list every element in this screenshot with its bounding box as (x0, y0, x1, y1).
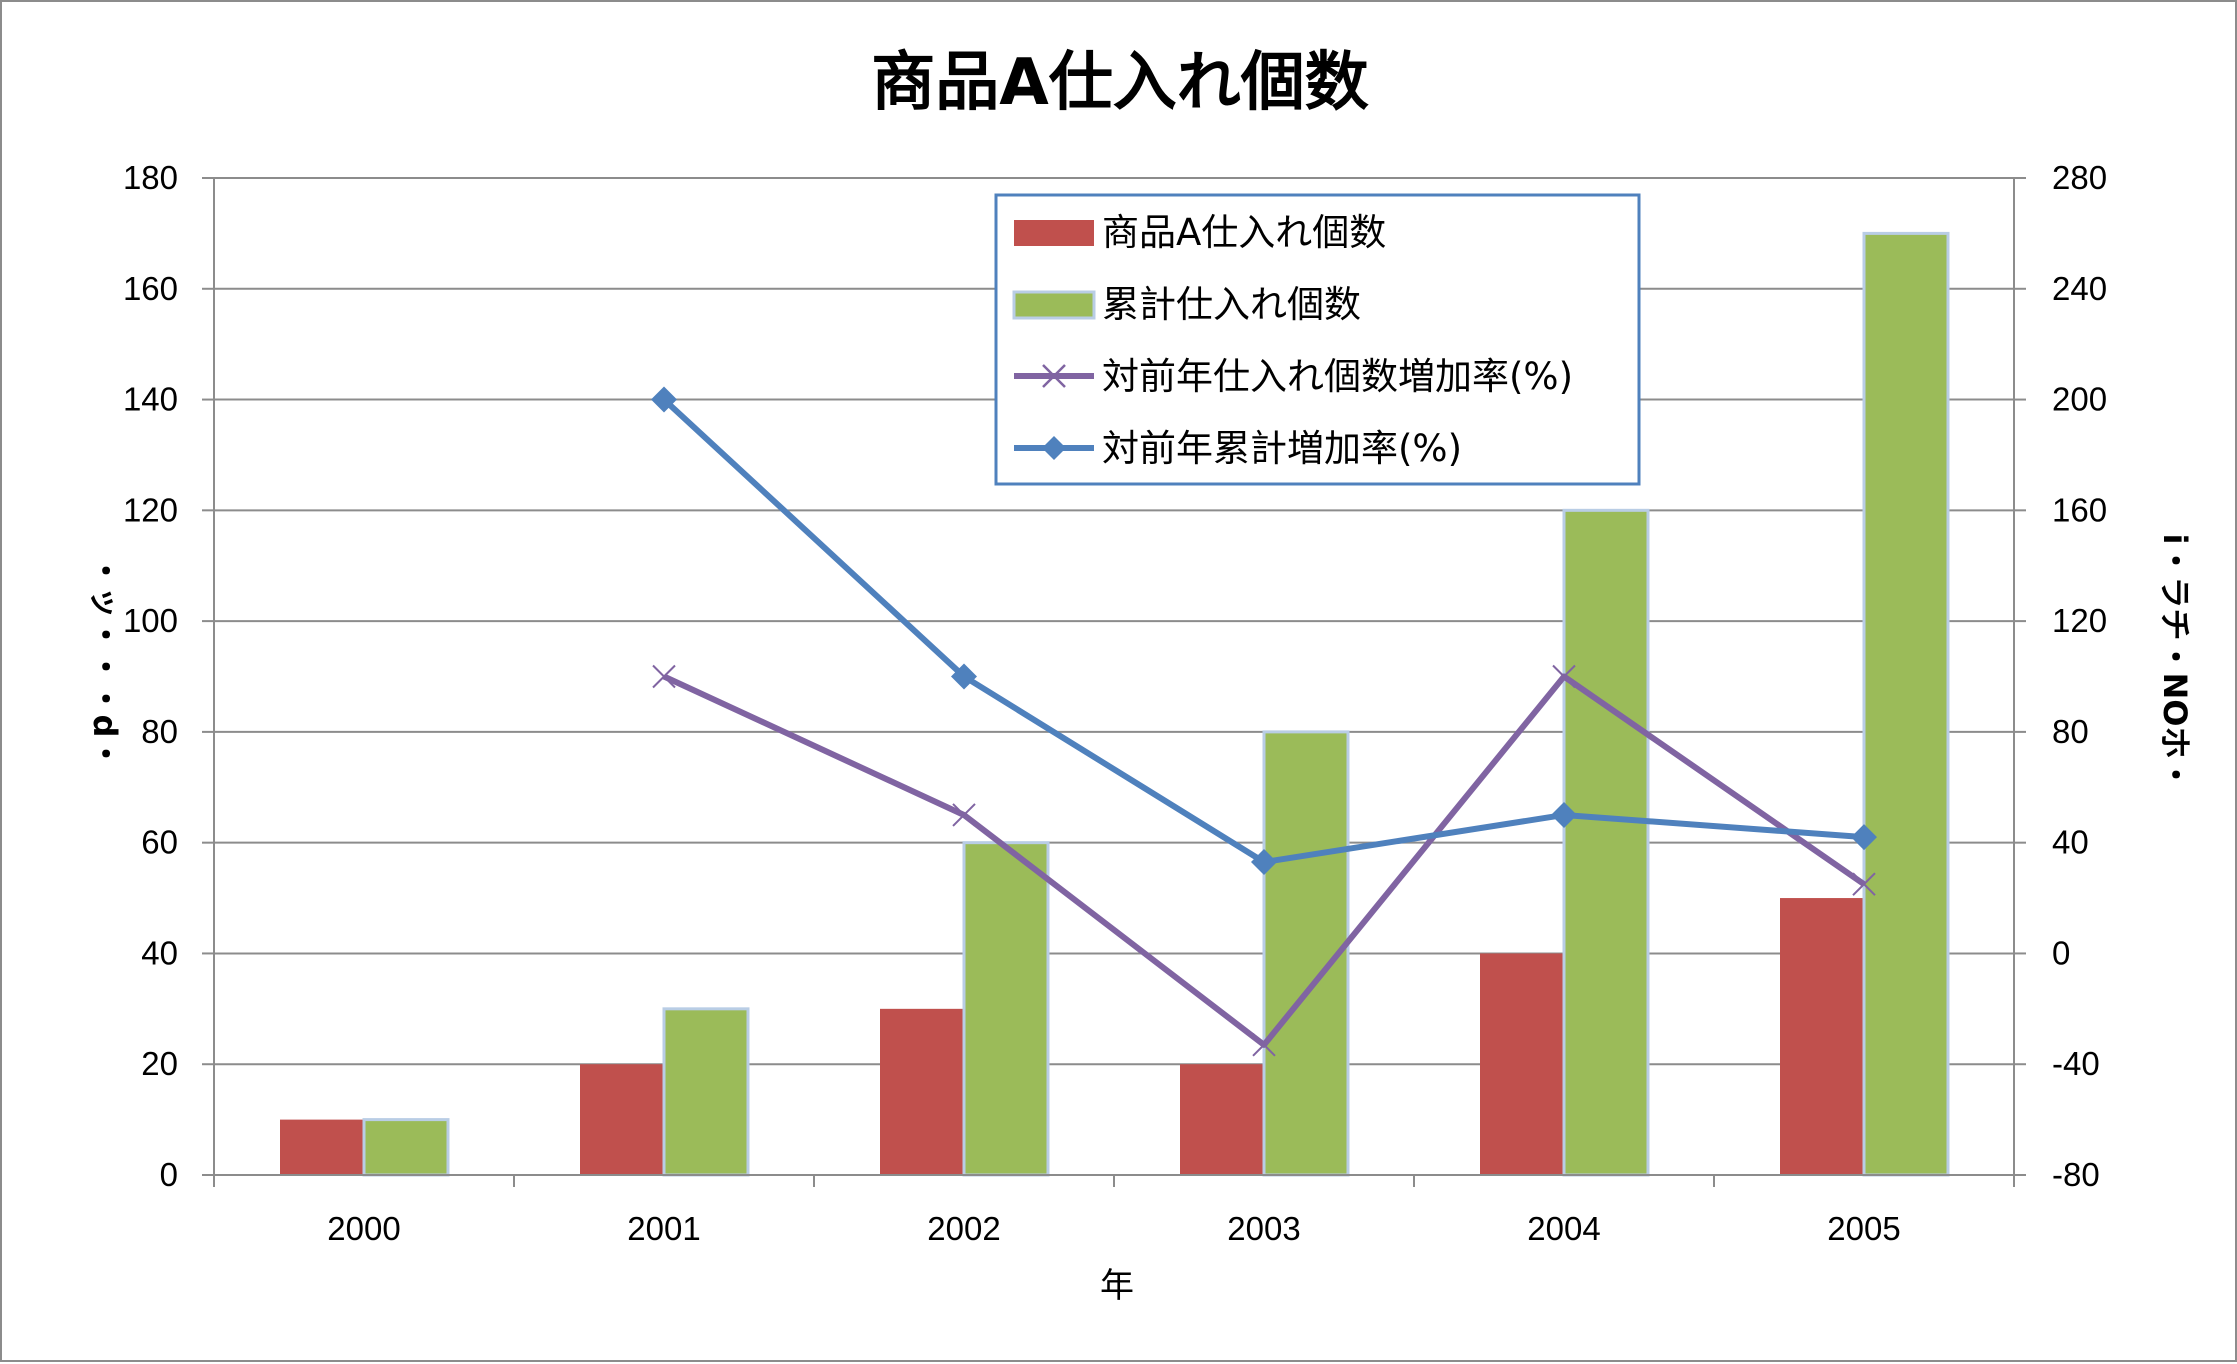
x-marker (952, 803, 976, 827)
bar-purchase (880, 1008, 964, 1175)
y-right-tick-label: -80 (2052, 1156, 2100, 1193)
bar-cumulative (662, 1007, 750, 1177)
y-right-tick-label: -40 (2052, 1045, 2100, 1082)
bar-cumulative (362, 1118, 450, 1177)
y-right-tick-label: 160 (2052, 491, 2107, 528)
legend-label: 累計仕入れ個数 (1102, 283, 1361, 326)
legend-label: 対前年仕入れ個数増加率(%) (1102, 355, 1573, 398)
y-left-tick-label: 100 (123, 602, 178, 639)
bar-purchase (1780, 898, 1864, 1175)
legend-label: 対前年累計増加率(%) (1102, 427, 1462, 470)
x-marker (1852, 872, 1876, 896)
y-right-tick-label: 0 (2052, 934, 2070, 971)
y-right-tick-label: 280 (2052, 159, 2107, 196)
bar-purchase (580, 1064, 664, 1175)
bar-purchase (280, 1119, 364, 1175)
y-right-tick-label: 200 (2052, 381, 2107, 418)
x-tick-label: 2002 (927, 1210, 1000, 1247)
y-left-tick-label: 160 (123, 270, 178, 307)
x-axis-title: 年 (1100, 1266, 1134, 1306)
x-tick-label: 2004 (1527, 1210, 1600, 1247)
legend-marker (1042, 436, 1066, 460)
diamond-marker (1551, 801, 1577, 828)
y-right-tick-label: 120 (2052, 602, 2107, 639)
legend-marker (1042, 364, 1066, 388)
bar-purchase (1480, 953, 1564, 1175)
x-tick-label: 2003 (1227, 1210, 1300, 1247)
x-tick-label: 2001 (627, 1210, 700, 1247)
legend-swatch (1012, 290, 1096, 320)
x-tick-label: 2000 (327, 1210, 400, 1247)
y-right-tick-label: 40 (2052, 824, 2089, 861)
bar-cumulative (1262, 730, 1350, 1177)
chart-title: 商品A仕入れ個数 (871, 46, 1369, 120)
bar-series (280, 231, 1950, 1177)
y-left-tick-label: 60 (141, 824, 178, 861)
diamond-marker (1851, 824, 1877, 851)
gridlines (214, 177, 2014, 1066)
y-right-tick-label: 240 (2052, 270, 2107, 307)
line-series (651, 386, 1877, 1057)
axes (202, 177, 2026, 1187)
y-right-tick-label: 80 (2052, 713, 2089, 750)
y-left-tick-label: 0 (160, 1156, 178, 1193)
y-left-tick-label: 40 (141, 934, 178, 971)
y-left-tick-label: 120 (123, 491, 178, 528)
x-marker (1552, 664, 1576, 689)
y-left-tick-label: 80 (141, 713, 178, 750)
bar-cumulative (1562, 508, 1650, 1177)
y-axis-left-title: ・ッ・・・d・ (86, 555, 124, 770)
diamond-marker (951, 663, 977, 690)
legend-label: 商品A仕入れ個数 (1102, 211, 1386, 254)
diamond-marker (1251, 849, 1277, 876)
y-left-tick-label: 20 (141, 1045, 178, 1082)
x-marker (652, 664, 676, 689)
y-axis-right-title: i・ラチ・NOホ・ (2156, 534, 2194, 791)
y-left-tick-label: 180 (123, 159, 178, 196)
bar-cumulative (962, 841, 1050, 1177)
diamond-marker (651, 386, 677, 413)
x-marker (1252, 1033, 1276, 1057)
bar-purchase (1180, 1064, 1264, 1175)
legend-box (994, 193, 1641, 486)
x-tick-label: 2005 (1827, 1210, 1900, 1247)
legend-swatch (1014, 220, 1094, 246)
tick-labels: 0 20 40 60 80 100 120 140 160 180 -80 -40 0 40 80 120 16… (123, 159, 2107, 1247)
y-left-tick-label: 140 (123, 381, 178, 418)
bar-cumulative (1862, 231, 1950, 1177)
